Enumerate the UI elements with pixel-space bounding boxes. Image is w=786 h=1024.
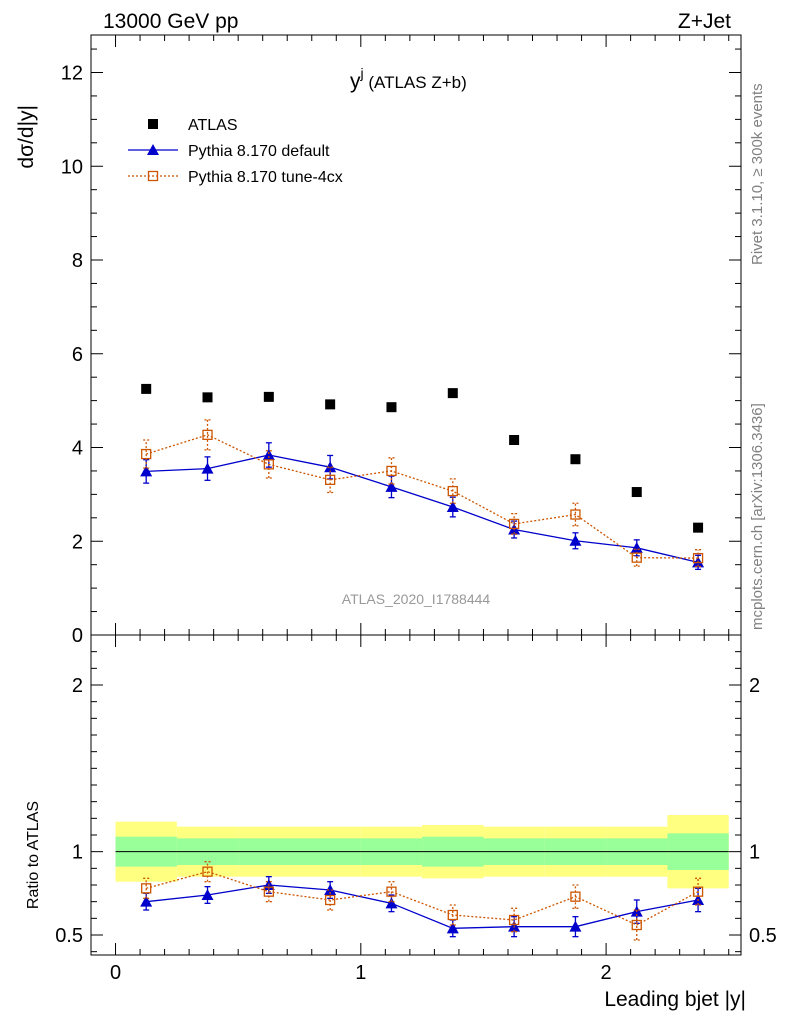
energy-label: 13000 GeV pp [103,10,238,33]
x-tick-label: 1 [355,962,366,984]
atlas-point [386,402,397,413]
pythia-8-170-tune-4cx-ratio-point [447,909,458,921]
pythia-8-170-tune-4cx-ratio-point [202,866,213,877]
pythia-8-170-default-point [324,461,337,473]
main-y-tick-label: 8 [72,250,83,272]
y-axis-title: dσ/d|y| [15,105,38,169]
analysis-watermark: ATLAS_2020_I1788444 [342,591,491,607]
legend-atlas-marker [148,119,158,129]
pythia-8-170-tune-4cx-point [141,448,152,460]
pythia-8-170-tune-4cx-point [570,509,581,520]
main-y-tick-label: 10 [61,156,83,178]
main-y-tick-label: 6 [72,344,83,366]
atlas-point [202,392,213,403]
main-marks [140,383,705,571]
pythia-8-170-default-point [385,480,398,492]
chart-title-superscript: j [360,65,364,81]
pythia-8-170-default-ratio-point [324,884,337,895]
mcplots-label: mcplots.cern.ch [arXiv:1306.3436] [749,403,766,630]
process-label: Z+Jet [678,10,731,33]
main-y-tick-label: 0 [72,625,83,647]
pythia-8-170-default-ratio-line [146,884,699,929]
ratio-y-tick-label-left: 2 [72,675,83,697]
legend-atlas-label: ATLAS [188,117,238,134]
pythia-8-170-tune-4cx-ratio-point [263,886,274,897]
atlas-point [570,454,581,465]
pythia-8-170-tune-4cx-point [325,474,336,485]
pythia-8-170-default-line [146,454,699,563]
main-y-tick-label: 2 [72,531,83,553]
chart-title-suffix: (ATLAS Z+b) [364,73,467,92]
pythia-8-170-tune-4cx-ratio-point [508,914,520,926]
x-axis-title: Leading bjet |y| [604,988,746,1011]
x-tick-label: 2 [601,962,612,984]
ratio-y-tick-label-right: 1 [749,842,760,864]
pythia-8-170-default-point [569,534,582,546]
pythia-8-170-default-ratio-point [569,920,582,932]
pythia-8-170-tune-4cx-ratio-line [146,870,699,926]
pythia-8-170-tune-4cx-point [202,429,213,440]
ratio-y-tick-label-right: 2 [749,675,760,697]
atlas-point [693,522,704,533]
pythia-8-170-tune-4cx-ratio-point [692,886,704,897]
ratio-y-tick-label-right: 0.5 [749,925,777,947]
pythia-8-170-tune-4cx-point [631,552,642,563]
pythia-8-170-tune-4cx-point [386,465,397,477]
pythia-8-170-default-point [262,449,275,460]
pythia-8-170-tune-4cx-ratio-point [325,894,336,906]
pythia-8-170-tune-4cx-ratio-point [570,891,581,902]
ratio-panel: 0 1 2 0.5 0.5 1 1 2 2 [55,634,777,984]
atlas-point [447,388,458,399]
rivet-label: Rivet 3.1.10, ≥ 300k events [749,83,766,265]
ratio-ticks: 0 1 2 0.5 0.5 1 1 2 2 [55,635,777,984]
pythia-8-170-tune-4cx-ratio-point [141,883,152,894]
pythia-8-170-tune-4cx-line [145,434,699,559]
ratio-y-tick-label-left: 0.5 [55,925,83,947]
atlas-point [631,487,642,498]
pythia-8-170-tune-4cx-ratio-point [631,919,642,931]
x-tick-label: 0 [110,962,121,984]
pythia-8-170-default-ratio-point [201,889,214,900]
pythia-8-170-tune-4cx-point [692,552,704,564]
pythia-8-170-tune-4cx-point [508,518,520,530]
pythia-8-170-default-point [446,501,459,513]
legend: ATLAS Pythia 8.170 default Pythia 8.170 tu… [128,117,343,186]
main-y-tick-label: 12 [61,63,83,85]
legend-pythia-8-170-tune-4cx-label: Pythia 8.170 tune-4cx [188,169,343,186]
chart-title-main: y [350,70,361,93]
chart-title: yj (ATLAS Z+b) [350,65,467,93]
legend-pythia-8-170-tune-4cx-marker [147,170,159,182]
ratio-frame [90,634,742,956]
atlas-point [141,383,152,394]
atlas-point [325,399,336,410]
pythia-8-170-default-point [201,462,214,474]
pythia-8-170-default-point [140,465,153,477]
pythia-8-170-tune-4cx-ratio-point [386,886,397,897]
legend-pythia-8-170-default-marker [147,144,159,155]
pythia-8-170-tune-4cx-point [263,459,274,470]
pythia-8-170-default-point [630,541,643,553]
ratio-marks [115,815,729,941]
main-y-tick-label: 4 [72,438,83,460]
main-panel: 0 2 4 6 8 10 12 [61,34,742,647]
ratio-y-tick-label-left: 1 [72,842,83,864]
pythia-8-170-default-ratio-point [140,895,153,907]
atlas-point [509,435,520,445]
atlas-point [263,391,274,402]
legend-pythia-8-170-default-label: Pythia 8.170 default [188,143,330,160]
pythia-8-170-default-ratio-point [385,897,398,909]
pythia-8-170-default-ratio-point [446,922,459,934]
ratio-y-axis-title: Ratio to ATLAS [25,801,42,909]
pythia-8-170-tune-4cx-point [447,485,458,497]
